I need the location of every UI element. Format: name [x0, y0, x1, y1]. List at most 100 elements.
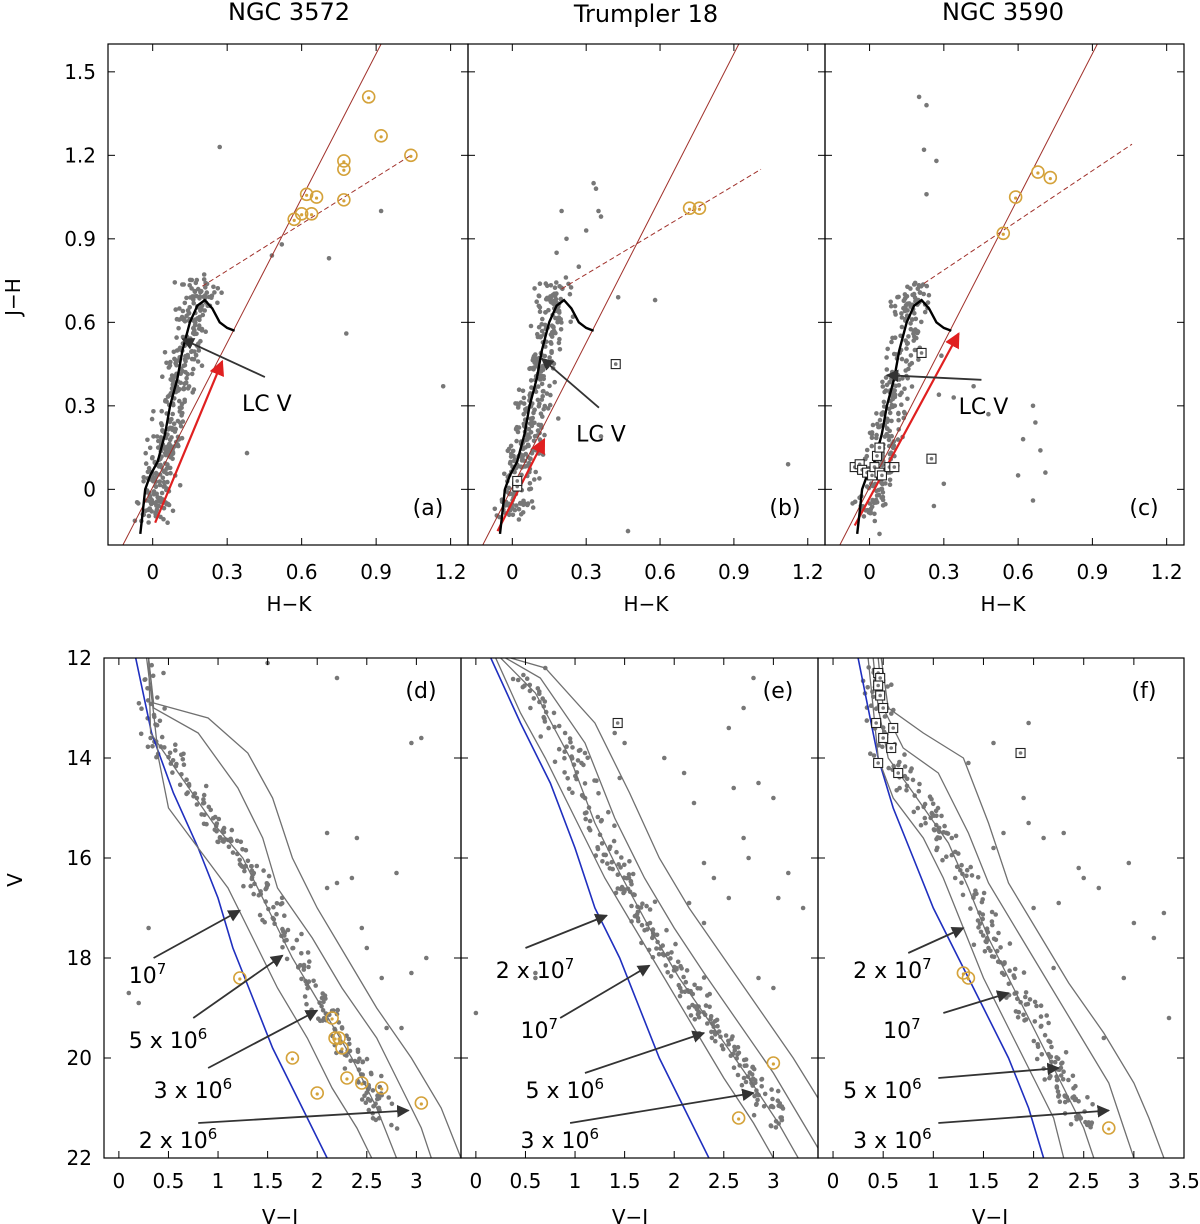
data-point	[545, 296, 551, 302]
data-point	[1004, 995, 1009, 1000]
data-point	[656, 952, 662, 957]
data-point	[650, 935, 655, 941]
data-point	[177, 405, 183, 411]
x-tick-label: 0	[827, 1169, 840, 1193]
data-point	[889, 711, 894, 716]
data-point	[731, 785, 736, 791]
data-point	[1038, 1003, 1044, 1008]
data-point	[715, 1023, 720, 1029]
data-point	[160, 374, 165, 380]
data-point	[251, 891, 256, 897]
panel-label-b: (b)	[769, 496, 800, 521]
data-point	[626, 872, 632, 877]
yso-circle	[299, 187, 314, 202]
data-point	[665, 970, 670, 975]
data-point	[344, 1053, 349, 1058]
data-point	[612, 823, 617, 828]
data-point	[242, 868, 247, 874]
data-point	[145, 507, 151, 513]
data-point	[201, 272, 207, 277]
data-point	[1043, 470, 1048, 475]
data-point	[542, 432, 547, 438]
data-point	[675, 959, 681, 965]
data-point	[552, 379, 557, 385]
data-point	[852, 499, 858, 505]
yso-center	[330, 1017, 334, 1021]
data-point	[871, 753, 877, 758]
data-point	[1058, 1073, 1064, 1078]
data-point	[968, 906, 973, 911]
data-point	[879, 411, 884, 416]
data-point	[189, 286, 194, 291]
data-point	[769, 1103, 775, 1109]
x-tick-label: 0	[146, 560, 159, 584]
data-point	[539, 322, 544, 327]
x-tick-label: 2.5	[1068, 1169, 1100, 1193]
data-point	[241, 883, 246, 889]
data-point	[622, 862, 627, 868]
x-tick-label: 0.5	[153, 1169, 185, 1193]
data-point	[533, 352, 538, 357]
data-point	[192, 323, 198, 328]
data-point	[534, 299, 539, 305]
data-point	[913, 316, 919, 322]
data-point	[654, 946, 659, 951]
data-point	[165, 465, 171, 470]
data-point	[564, 744, 569, 749]
data-point	[874, 493, 880, 498]
zams-curve	[490, 658, 710, 1158]
data-point	[904, 358, 909, 363]
isochrone-arrow-2	[584, 1030, 706, 1074]
data-point	[959, 880, 964, 886]
yso-circle	[309, 190, 324, 204]
data-point	[753, 1102, 759, 1107]
data-point	[528, 378, 534, 383]
data-point	[1054, 1077, 1060, 1083]
data-point	[180, 308, 186, 314]
data-point	[562, 770, 567, 775]
data-point	[639, 922, 645, 928]
yso-circle	[361, 90, 376, 104]
data-point	[563, 275, 569, 280]
data-point	[930, 801, 936, 807]
lcv-arrow	[885, 369, 982, 383]
data-point	[359, 1097, 365, 1102]
data-point	[587, 827, 593, 833]
data-point	[1060, 1060, 1065, 1066]
data-point	[769, 1087, 774, 1092]
isochrone-label-2: 5 x 106	[525, 1075, 604, 1104]
isochrone-3	[510, 658, 818, 1099]
data-point	[896, 383, 902, 388]
isochrone-label-1: 107	[883, 1015, 921, 1044]
data-point	[1054, 1084, 1060, 1089]
data-point	[510, 512, 516, 518]
data-point	[615, 295, 621, 300]
data-point	[591, 180, 596, 186]
data-point	[305, 950, 311, 955]
data-point	[164, 360, 169, 366]
data-point	[989, 919, 995, 924]
data-point	[711, 875, 717, 881]
data-point	[557, 347, 563, 352]
yso-circle	[337, 193, 351, 207]
data-point	[1042, 1032, 1048, 1038]
data-point	[536, 293, 542, 299]
data-point	[906, 301, 912, 306]
data-point	[616, 862, 621, 867]
yso-circle	[766, 1056, 781, 1070]
reddening-line-dashed	[561, 168, 762, 290]
x-tick-label: 3	[767, 1169, 780, 1193]
data-point	[542, 719, 548, 724]
boxed-point-center	[876, 761, 880, 765]
data-point	[1021, 1012, 1026, 1018]
data-point	[944, 854, 949, 859]
data-point	[309, 1007, 314, 1013]
data-point	[379, 975, 385, 981]
data-point	[968, 864, 973, 870]
isochrone-arrow-0	[907, 926, 965, 954]
data-point	[516, 517, 522, 522]
isochrone-arrow-3	[198, 1104, 410, 1124]
data-point	[905, 396, 910, 402]
